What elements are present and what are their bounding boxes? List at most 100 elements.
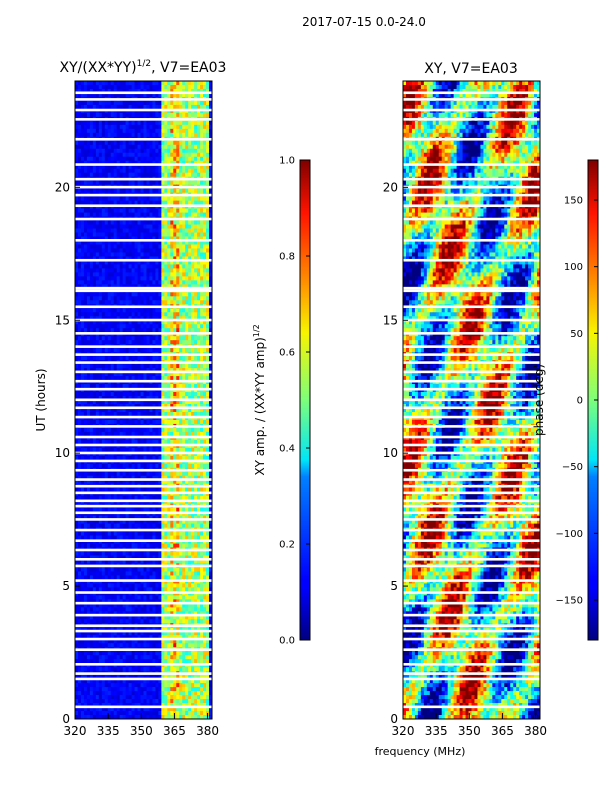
heatmap-cell bbox=[200, 92, 204, 98]
heatmap-cell bbox=[164, 276, 168, 281]
heatmap-cell bbox=[170, 248, 174, 254]
heatmap-cell bbox=[75, 308, 79, 313]
heatmap-cell bbox=[119, 104, 124, 110]
heatmap-cell bbox=[128, 284, 133, 289]
heatmap-cell bbox=[140, 400, 145, 405]
heatmap-cell bbox=[152, 196, 157, 202]
heatmap-cell bbox=[188, 312, 192, 317]
heatmap-cell bbox=[92, 132, 97, 138]
heatmap-cell bbox=[92, 84, 97, 90]
heatmap-cell bbox=[167, 84, 171, 90]
heatmap-cell bbox=[146, 308, 151, 313]
heatmap-cell bbox=[95, 120, 100, 126]
heatmap-cell bbox=[188, 487, 192, 493]
heatmap-cell bbox=[110, 292, 115, 297]
heatmap-cell bbox=[140, 168, 145, 174]
heatmap-cell bbox=[188, 104, 192, 110]
heatmap-cell bbox=[170, 403, 174, 409]
heatmap-cell bbox=[83, 112, 88, 118]
heatmap-cell bbox=[161, 411, 165, 417]
heatmap-cell bbox=[206, 264, 210, 270]
heatmap-cell bbox=[167, 224, 171, 230]
heatmap-cell bbox=[95, 364, 100, 369]
heatmap-cell bbox=[83, 439, 88, 445]
heatmap-cell bbox=[104, 92, 109, 98]
heatmap-cell bbox=[131, 196, 136, 202]
heatmap-cell bbox=[209, 264, 212, 270]
heatmap-cell bbox=[98, 455, 103, 461]
heatmap-cell bbox=[194, 152, 198, 158]
heatmap-cell bbox=[110, 348, 115, 353]
heatmap-cell bbox=[143, 232, 148, 238]
heatmap-cell bbox=[203, 248, 207, 254]
heatmap-cell bbox=[161, 124, 165, 130]
heatmap-cell bbox=[203, 356, 207, 361]
heatmap-cell bbox=[155, 431, 159, 437]
heatmap-cell bbox=[197, 356, 201, 361]
heatmap-cell bbox=[77, 419, 82, 425]
heatmap-cell bbox=[75, 236, 79, 242]
heatmap-cell bbox=[173, 487, 177, 493]
heatmap-cell bbox=[179, 396, 183, 401]
heatmap-cell bbox=[188, 268, 192, 273]
heatmap-cell bbox=[92, 308, 97, 313]
heatmap-cell bbox=[173, 411, 177, 417]
heatmap-cell bbox=[83, 312, 88, 317]
heatmap-cell bbox=[110, 427, 115, 433]
heatmap-cell bbox=[134, 340, 139, 345]
heatmap-cell bbox=[203, 427, 207, 433]
heatmap-cell bbox=[137, 260, 142, 266]
heatmap-cell bbox=[101, 328, 106, 333]
heatmap-cell bbox=[173, 427, 177, 433]
heatmap-cell bbox=[98, 364, 103, 369]
heatmap-cell bbox=[101, 188, 106, 194]
heatmap-cell bbox=[158, 308, 162, 313]
heatmap-cell bbox=[197, 419, 201, 425]
heatmap-cell bbox=[167, 312, 171, 317]
heatmap-cell bbox=[191, 244, 195, 250]
heatmap-cell bbox=[104, 403, 109, 409]
heatmap-cell bbox=[149, 252, 154, 258]
heatmap-cell bbox=[176, 256, 180, 262]
heatmap-cell bbox=[98, 419, 103, 425]
heatmap-cell bbox=[155, 172, 159, 178]
heatmap-cell bbox=[179, 156, 183, 162]
heatmap-cell bbox=[197, 396, 201, 401]
heatmap-cell bbox=[149, 292, 154, 297]
heatmap-cell bbox=[137, 312, 142, 317]
heatmap-cell bbox=[152, 200, 157, 206]
heatmap-cell bbox=[137, 348, 142, 353]
heatmap-cell bbox=[95, 220, 100, 226]
heatmap-cell bbox=[167, 320, 171, 325]
heatmap-cell bbox=[209, 427, 212, 433]
heatmap-cell bbox=[197, 88, 201, 94]
heatmap-cell bbox=[158, 124, 162, 130]
heatmap-cell bbox=[83, 276, 88, 281]
heatmap-cell bbox=[140, 479, 145, 485]
heatmap-cell bbox=[134, 336, 139, 341]
heatmap-cell bbox=[83, 168, 88, 174]
heatmap-cell bbox=[95, 411, 100, 417]
heatmap-cell bbox=[173, 356, 177, 361]
heatmap-cell bbox=[143, 260, 148, 266]
heatmap-cell bbox=[164, 372, 168, 377]
heatmap-cell bbox=[110, 128, 115, 134]
heatmap-cell bbox=[203, 244, 207, 250]
heatmap-cell bbox=[206, 308, 210, 313]
heatmap-cell bbox=[170, 240, 174, 246]
heatmap-cell bbox=[86, 336, 91, 341]
heatmap-cell bbox=[92, 348, 97, 353]
heatmap-cell bbox=[155, 312, 159, 317]
heatmap-cell bbox=[86, 160, 91, 166]
heatmap-cell bbox=[188, 403, 192, 409]
heatmap-cell bbox=[143, 104, 148, 110]
heatmap-cell bbox=[92, 92, 97, 98]
heatmap-cell bbox=[80, 439, 85, 445]
heatmap-cell bbox=[152, 84, 157, 90]
heatmap-cell bbox=[83, 88, 88, 94]
heatmap-cell bbox=[104, 260, 109, 266]
heatmap-cell bbox=[119, 487, 124, 493]
heatmap-cell bbox=[89, 419, 94, 425]
heatmap-cell bbox=[104, 132, 109, 138]
heatmap-cell bbox=[161, 228, 165, 234]
